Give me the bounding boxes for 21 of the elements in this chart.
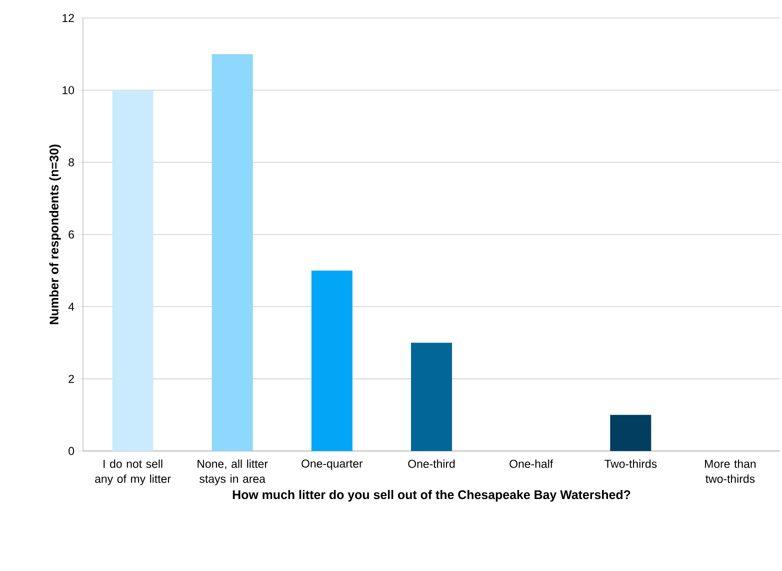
- x-tick-label: One-quarter: [302, 460, 363, 470]
- y-axis-title: Number of respondents (n=30): [49, 144, 61, 324]
- bar: [411, 342, 452, 451]
- y-tick-label: 10: [62, 86, 74, 94]
- y-tick-label: 12: [62, 14, 74, 22]
- bar: [311, 270, 352, 451]
- x-tick-label: None, all litter stays in area: [198, 460, 268, 486]
- x-tick-label: I do not sell any of my litter: [95, 460, 171, 486]
- bar: [610, 414, 652, 451]
- y-tick-label: 4: [68, 302, 74, 311]
- x-axis-title: How much litter do you sell out of the Chesapeake Bay Watershed?: [232, 490, 630, 502]
- bar: [212, 54, 253, 451]
- y-tick-label: 8: [68, 158, 74, 166]
- x-tick-label: Two-thirds: [604, 460, 657, 468]
- y-tick-label: 6: [68, 230, 74, 239]
- y-tick-label: 2: [68, 374, 74, 383]
- x-tick-label: More than two-thirds: [705, 460, 756, 483]
- x-tick-label: One-half: [510, 460, 554, 468]
- x-tick-label: One-third: [408, 460, 455, 468]
- bar: [112, 90, 154, 451]
- y-tick-label: 0: [68, 446, 74, 456]
